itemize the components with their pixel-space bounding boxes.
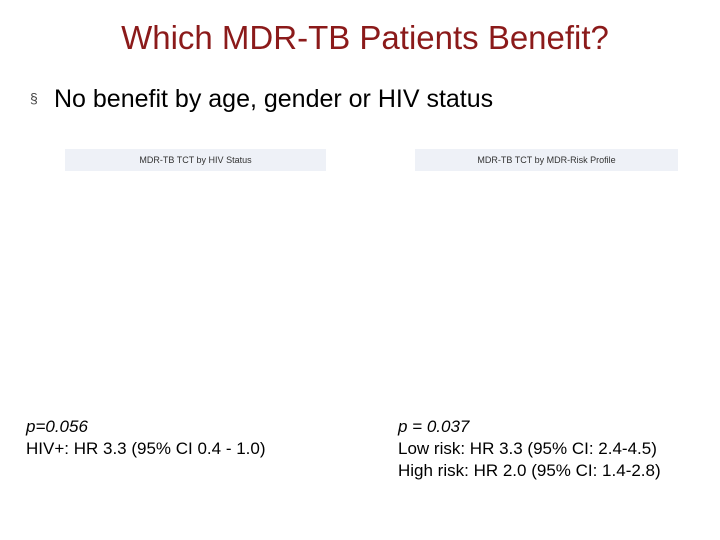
- slide-title: Which MDR-TB Patients Benefit?: [121, 19, 609, 56]
- low-risk-hazard-ratio: Low risk: HR 3.3 (95% CI: 2.4-4.5): [398, 439, 657, 458]
- risk-profile-chart-header: MDR-TB TCT by MDR-Risk Profile: [415, 149, 678, 171]
- bullet-item: § No benefit by age, gender or HIV status: [30, 84, 493, 114]
- bullet-text: No benefit by age, gender or HIV status: [54, 85, 494, 113]
- high-risk-hazard-ratio: High risk: HR 2.0 (95% CI: 1.4-2.8): [398, 461, 661, 480]
- hiv-positive-hazard-ratio: HIV+: HR 3.3 (95% CI 0.4 - 1.0): [26, 439, 266, 458]
- risk-profile-p-value: p = 0.037: [398, 417, 470, 436]
- bullet-marker-icon: §: [30, 90, 38, 106]
- risk-profile-stats: p = 0.037 Low risk: HR 3.3 (95% CI: 2.4-…: [398, 416, 661, 482]
- hiv-status-stats: p=0.056 HIV+: HR 3.3 (95% CI 0.4 - 1.0): [26, 416, 266, 460]
- hiv-status-chart-header: MDR-TB TCT by HIV Status: [65, 149, 326, 171]
- hiv-status-p-value: p=0.056: [26, 417, 88, 436]
